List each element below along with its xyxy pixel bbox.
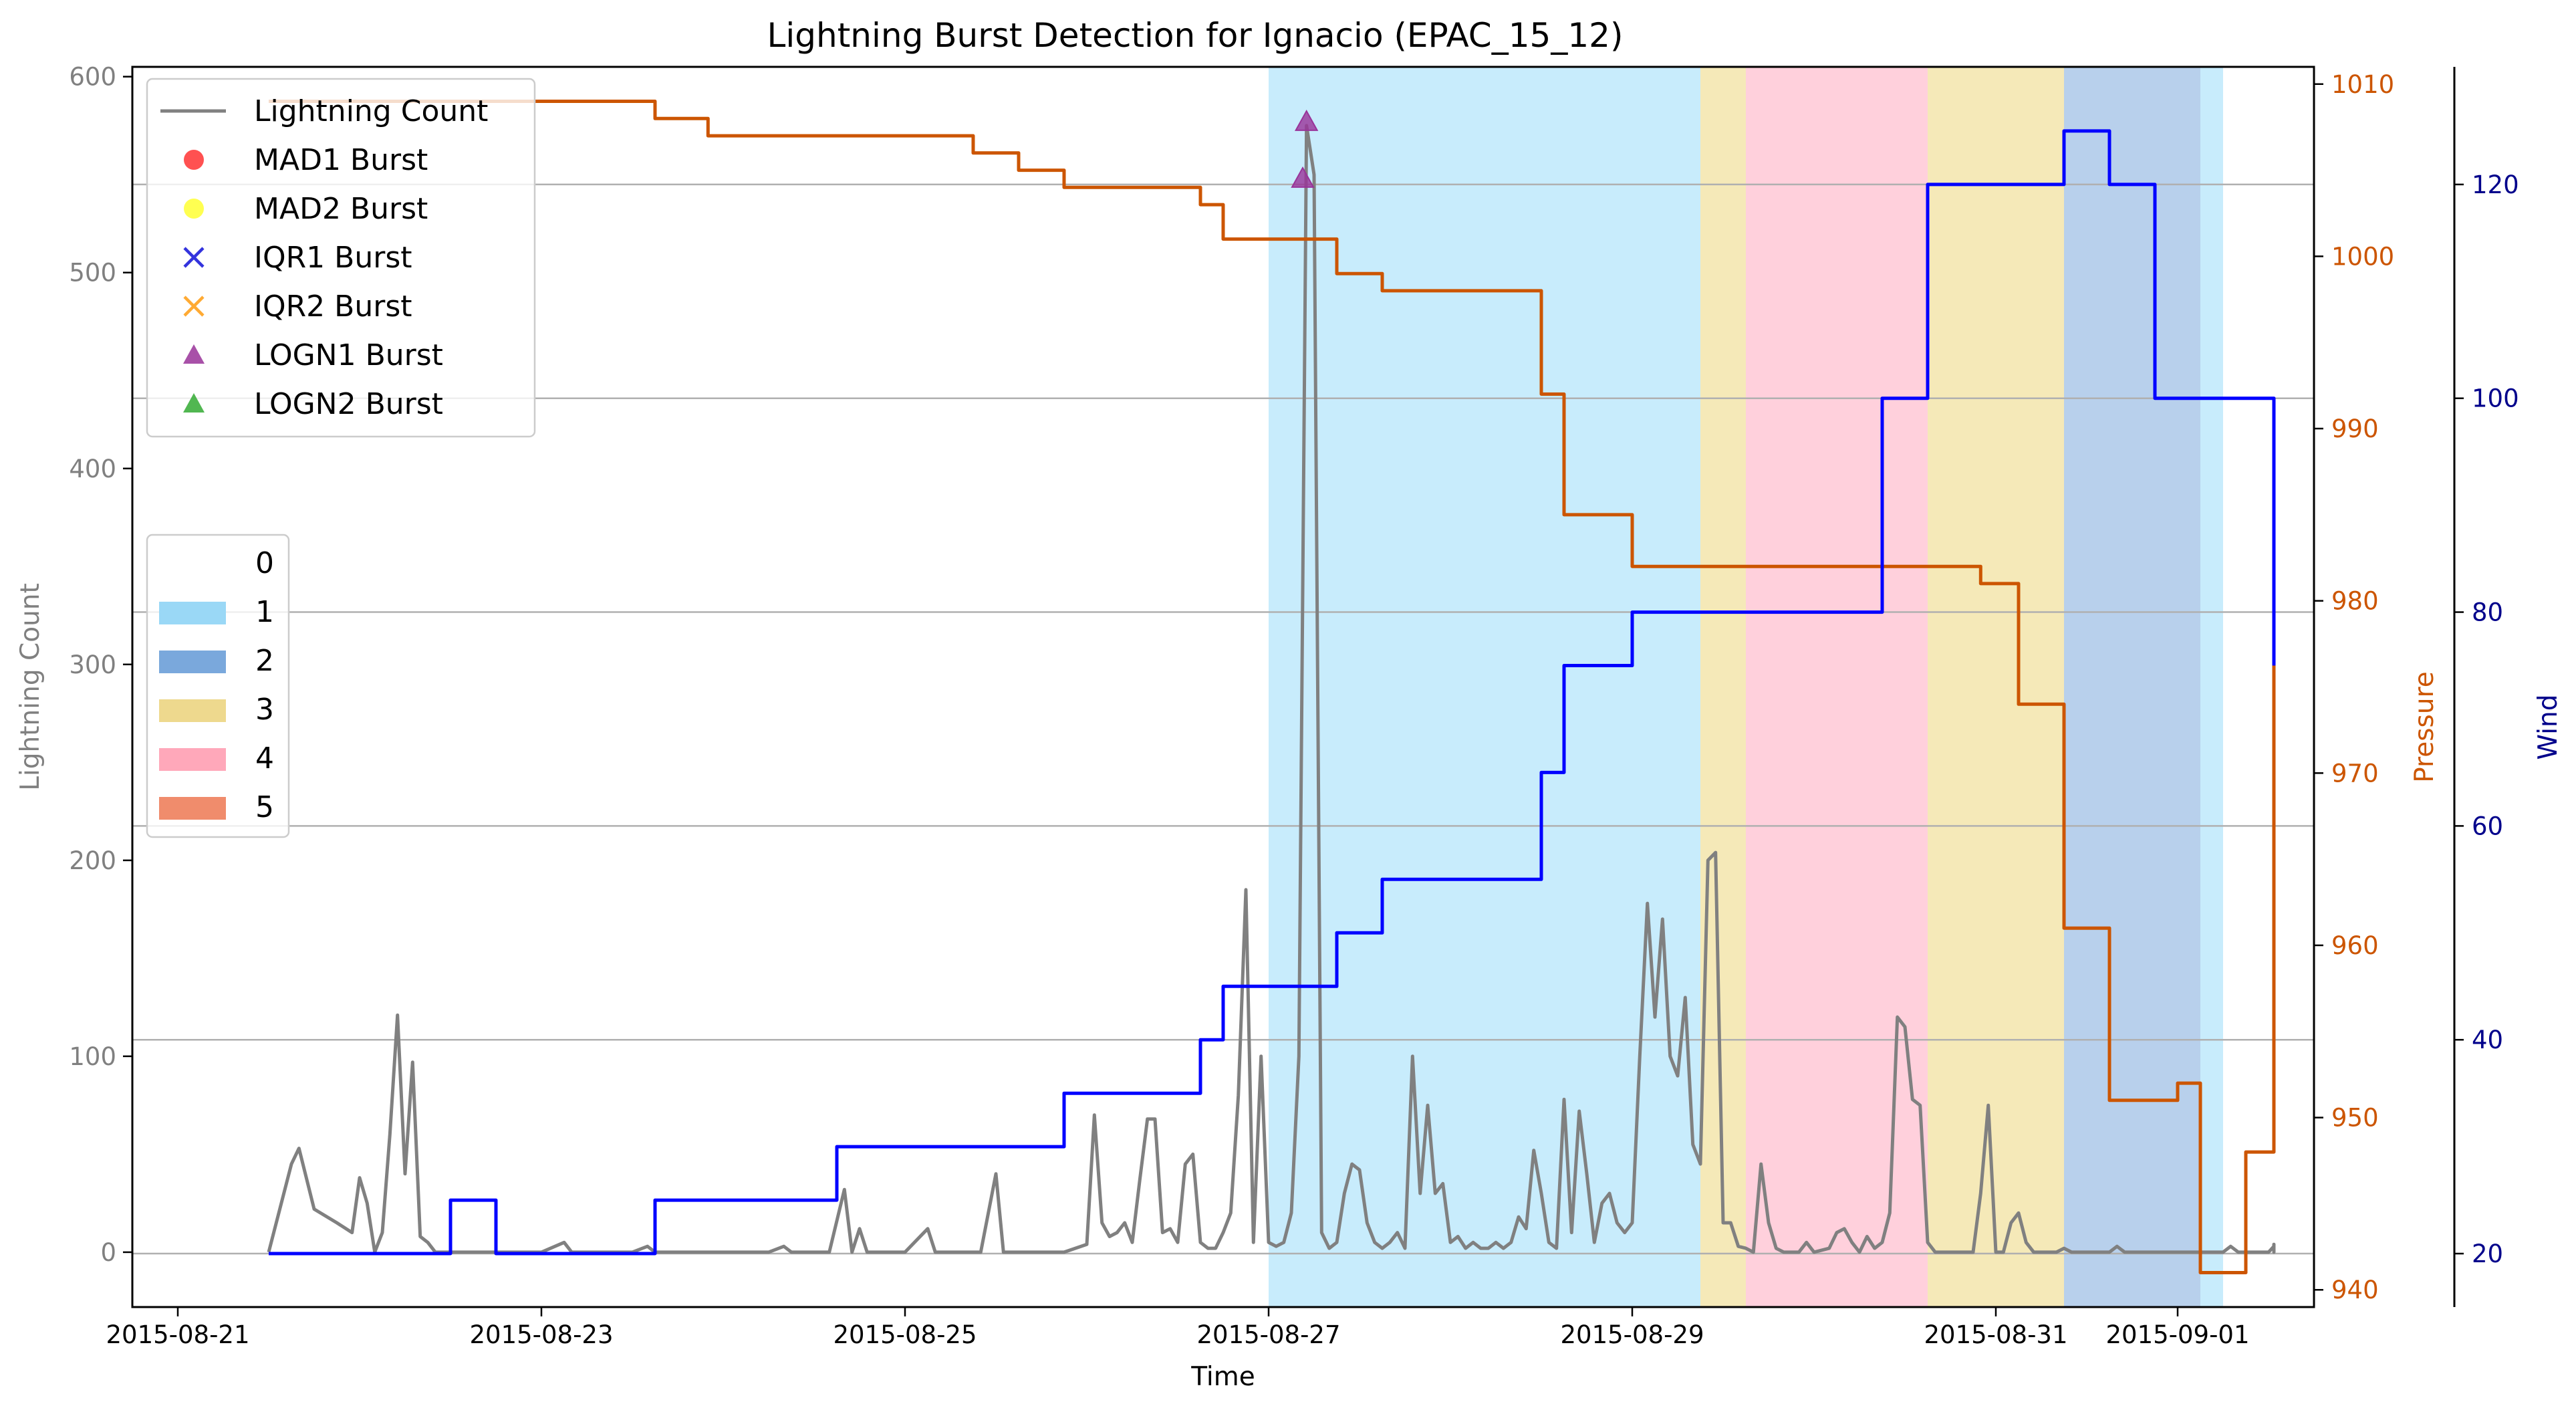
pressure-tick-label: 960 xyxy=(2331,931,2379,960)
category-band-1 xyxy=(2200,67,2223,1307)
pressure-tick-label: 970 xyxy=(2331,759,2379,788)
legend-circle-icon xyxy=(184,199,204,219)
x-tick-label: 2015-08-23 xyxy=(469,1320,613,1349)
chart-title: Lightning Burst Detection for Ignacio (E… xyxy=(767,16,1624,55)
series-lines xyxy=(267,100,2276,1274)
left-tick-label: 600 xyxy=(69,63,116,92)
left-tick-label: 0 xyxy=(100,1238,116,1267)
pressure-tick-label: 1000 xyxy=(2331,242,2394,271)
legend-swatch xyxy=(159,748,226,771)
burst-marker-logn1 xyxy=(1291,166,1315,188)
legend-entry-label: LOGN2 Burst xyxy=(254,387,443,421)
left-y-axis-label: Lightning Count xyxy=(15,583,45,791)
legend-swatch xyxy=(159,699,226,722)
legend-entry-label: MAD1 Burst xyxy=(254,143,428,177)
axes: 2015-08-21 2015-08-23 2015-08-25 2015-08-27… xyxy=(69,63,2519,1349)
wind-axis-label: Wind xyxy=(2533,694,2563,759)
wind-tick-label: 100 xyxy=(2472,384,2519,413)
x-tick-label: 2015-08-31 xyxy=(1924,1320,2067,1349)
x-axis-label: Time xyxy=(1190,1362,1255,1392)
wind-tick-label: 60 xyxy=(2472,812,2503,840)
legend-x-icon xyxy=(183,247,205,268)
x-tick-label: 2015-08-25 xyxy=(833,1320,977,1349)
x-tick-label: 2015-09-01 xyxy=(2105,1320,2249,1349)
legend-circle-icon xyxy=(184,150,204,170)
series-line-wind xyxy=(269,129,2276,1256)
legend-category-label: 1 xyxy=(255,595,274,629)
legend-entry-label: Lightning Count xyxy=(254,94,488,128)
wind-tick-label: 20 xyxy=(2472,1240,2503,1268)
legend-category-label: 2 xyxy=(255,644,274,678)
left-tick-label: 500 xyxy=(69,259,116,287)
legend-category-label: 3 xyxy=(255,693,274,727)
pressure-tick-label: 980 xyxy=(2331,587,2379,616)
legend-category-label: 0 xyxy=(255,546,274,580)
left-tick-label: 200 xyxy=(69,846,116,875)
category-legend: 0 1 2 3 4 5 xyxy=(146,534,290,838)
category-band-3 xyxy=(1700,67,1746,1307)
legend-swatch xyxy=(159,651,226,673)
burst-marker-logn1 xyxy=(1294,109,1319,131)
legend-x-icon xyxy=(183,296,205,317)
legend-entry-label: LOGN1 Burst xyxy=(254,338,443,372)
legend-category-label: 5 xyxy=(255,790,274,824)
legend-swatch xyxy=(159,797,226,820)
legend-category-label: 4 xyxy=(255,741,274,776)
series-line-lightning-count xyxy=(267,124,2276,1254)
pressure-tick-label: 1010 xyxy=(2331,70,2394,99)
category-band-2 xyxy=(2064,67,2200,1307)
series-line-pressure xyxy=(269,100,2276,1274)
left-tick-label: 400 xyxy=(69,455,116,483)
wind-tick-label: 120 xyxy=(2472,170,2519,199)
legend-triangle-icon xyxy=(183,393,205,413)
left-tick-label: 100 xyxy=(69,1042,116,1071)
burst-markers xyxy=(1291,109,1319,188)
legend-entry-label: IQR2 Burst xyxy=(254,289,412,324)
category-band-4 xyxy=(1746,67,1928,1307)
category-band-3 xyxy=(1928,67,2064,1307)
pressure-axis-label: Pressure xyxy=(2410,671,2440,783)
series-legend-box xyxy=(146,78,536,438)
series-legend: Lightning Count MAD1 Burst MAD2 Burst IQR1 … xyxy=(146,78,536,438)
pressure-tick-label: 990 xyxy=(2331,415,2379,443)
pressure-tick-label: 950 xyxy=(2331,1104,2379,1133)
wind-tick-label: 40 xyxy=(2472,1026,2503,1054)
plot-frame xyxy=(131,66,2315,1308)
x-tick-label: 2015-08-29 xyxy=(1560,1320,1704,1349)
legend-entry-label: MAD2 Burst xyxy=(254,192,428,226)
left-tick-label: 300 xyxy=(69,651,116,679)
legend-swatch xyxy=(159,602,226,624)
x-tick-label: 2015-08-21 xyxy=(106,1320,249,1349)
x-tick-label: 2015-08-27 xyxy=(1196,1320,1340,1349)
pressure-tick-label: 940 xyxy=(2331,1276,2379,1304)
legend-entry-label: IQR1 Burst xyxy=(254,241,412,275)
wind-tick-label: 80 xyxy=(2472,598,2503,627)
legend-triangle-icon xyxy=(183,344,205,364)
category-bands xyxy=(1269,67,2223,1307)
